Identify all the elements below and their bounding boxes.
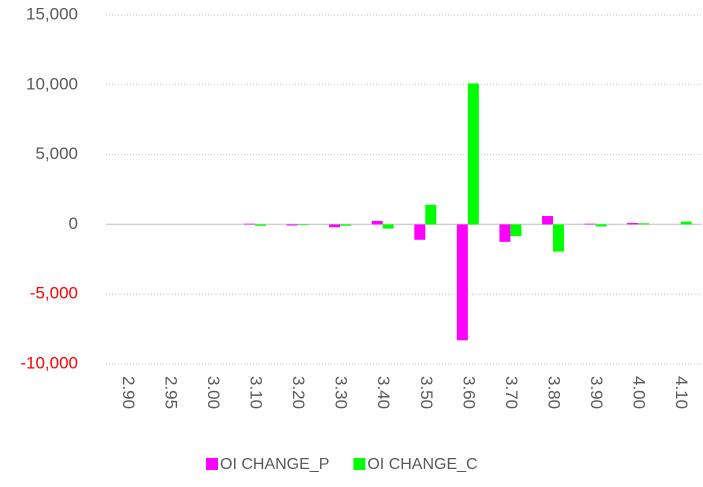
bar xyxy=(584,223,596,225)
y-tick-label: 10,000 xyxy=(26,74,78,93)
bar xyxy=(627,223,639,225)
x-tick-label: 4.00 xyxy=(630,376,649,409)
legend-item: OI CHANGE_P xyxy=(206,456,329,473)
x-tick-label: 3.40 xyxy=(374,376,393,409)
bar xyxy=(255,224,266,226)
x-tick-label: 3.30 xyxy=(332,376,351,409)
y-tick-label: 0 xyxy=(69,214,78,233)
bar xyxy=(510,224,522,237)
x-tick-label: 4.10 xyxy=(672,376,691,409)
y-tick-label: 5,000 xyxy=(35,144,78,163)
bar xyxy=(680,221,692,225)
x-tick-label: 3.70 xyxy=(502,376,521,409)
bar xyxy=(456,224,468,341)
legend-label: OI CHANGE_P xyxy=(220,456,329,473)
bar xyxy=(382,224,394,229)
bar xyxy=(286,224,298,226)
x-tick-label: 3.20 xyxy=(289,376,308,409)
x-tick-label: 2.90 xyxy=(119,376,138,409)
x-tick-label: 3.10 xyxy=(247,376,266,409)
bar xyxy=(467,83,479,225)
bar xyxy=(371,220,383,225)
bar xyxy=(340,224,352,226)
y-tick-label: -10,000 xyxy=(20,353,78,372)
x-tick-label: 3.60 xyxy=(459,376,478,409)
legend-swatch xyxy=(206,458,218,470)
bar xyxy=(425,204,437,225)
y-tick-label: -5,000 xyxy=(30,284,78,303)
legend-item: OI CHANGE_C xyxy=(353,456,478,473)
x-tick-label: 3.50 xyxy=(417,376,436,409)
bar xyxy=(297,224,309,226)
x-tick-label: 3.00 xyxy=(204,376,223,409)
x-tick-label: 3.80 xyxy=(545,376,564,409)
bar xyxy=(329,224,341,228)
legend-swatch xyxy=(353,458,366,470)
bar xyxy=(638,223,650,225)
legend-label: OI CHANGE_C xyxy=(367,456,477,473)
x-tick-label: 2.95 xyxy=(161,376,180,409)
y-tick-label: 15,000 xyxy=(26,4,78,23)
bar xyxy=(414,224,426,240)
bar xyxy=(499,224,511,242)
bar xyxy=(553,224,564,252)
bar xyxy=(244,223,255,225)
bar xyxy=(595,224,607,227)
x-tick-label: 3.90 xyxy=(587,376,606,409)
bar xyxy=(542,216,553,225)
